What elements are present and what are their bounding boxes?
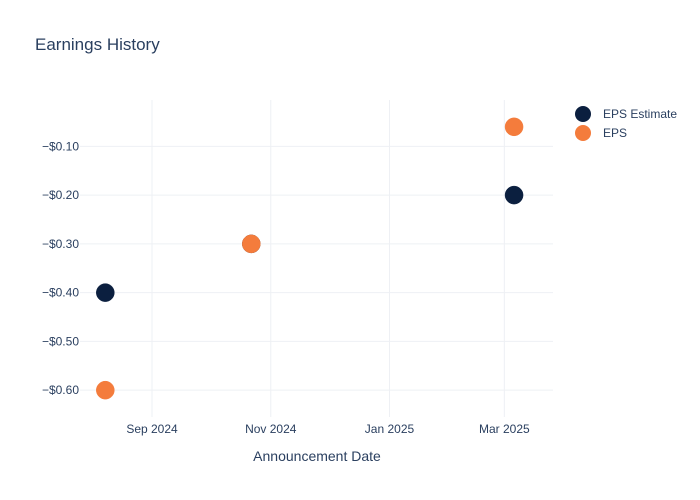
x-axis-title: Announcement Date xyxy=(253,448,381,464)
x-tick-labels: Sep 2024 Nov 2024 Jan 2025 Mar 2025 xyxy=(126,422,530,436)
x-tick-label: Mar 2025 xyxy=(479,422,530,436)
data-points xyxy=(96,117,524,400)
y-tick-label: −$0.40 xyxy=(42,286,79,300)
grid-layer xyxy=(80,100,553,417)
y-tick-label: −$0.30 xyxy=(42,237,79,251)
data-point-eps-estimate[interactable] xyxy=(96,283,115,302)
legend-label: EPS xyxy=(603,126,627,140)
x-tick-label: Nov 2024 xyxy=(245,422,297,436)
data-point-eps[interactable] xyxy=(96,380,115,400)
chart-title: Earnings History xyxy=(35,35,160,54)
data-point-eps-estimate[interactable] xyxy=(504,185,524,205)
x-tick-label: Sep 2024 xyxy=(126,422,178,436)
y-tick-label: −$0.20 xyxy=(42,188,79,202)
x-tick-label: Jan 2025 xyxy=(365,422,415,436)
data-point-eps[interactable] xyxy=(242,234,261,254)
y-tick-label: −$0.10 xyxy=(42,139,79,153)
legend-marker xyxy=(575,106,591,122)
y-tick-labels: −$0.10 −$0.20 −$0.30 −$0.40 −$0.50 −$0.60 xyxy=(42,139,79,397)
legend-label: EPS Estimate xyxy=(603,107,677,121)
legend-marker xyxy=(575,125,591,141)
y-tick-label: −$0.50 xyxy=(42,334,79,348)
data-point-eps[interactable] xyxy=(504,117,524,137)
y-tick-label: −$0.60 xyxy=(42,383,79,397)
legend: EPS Estimate EPS xyxy=(575,106,677,141)
